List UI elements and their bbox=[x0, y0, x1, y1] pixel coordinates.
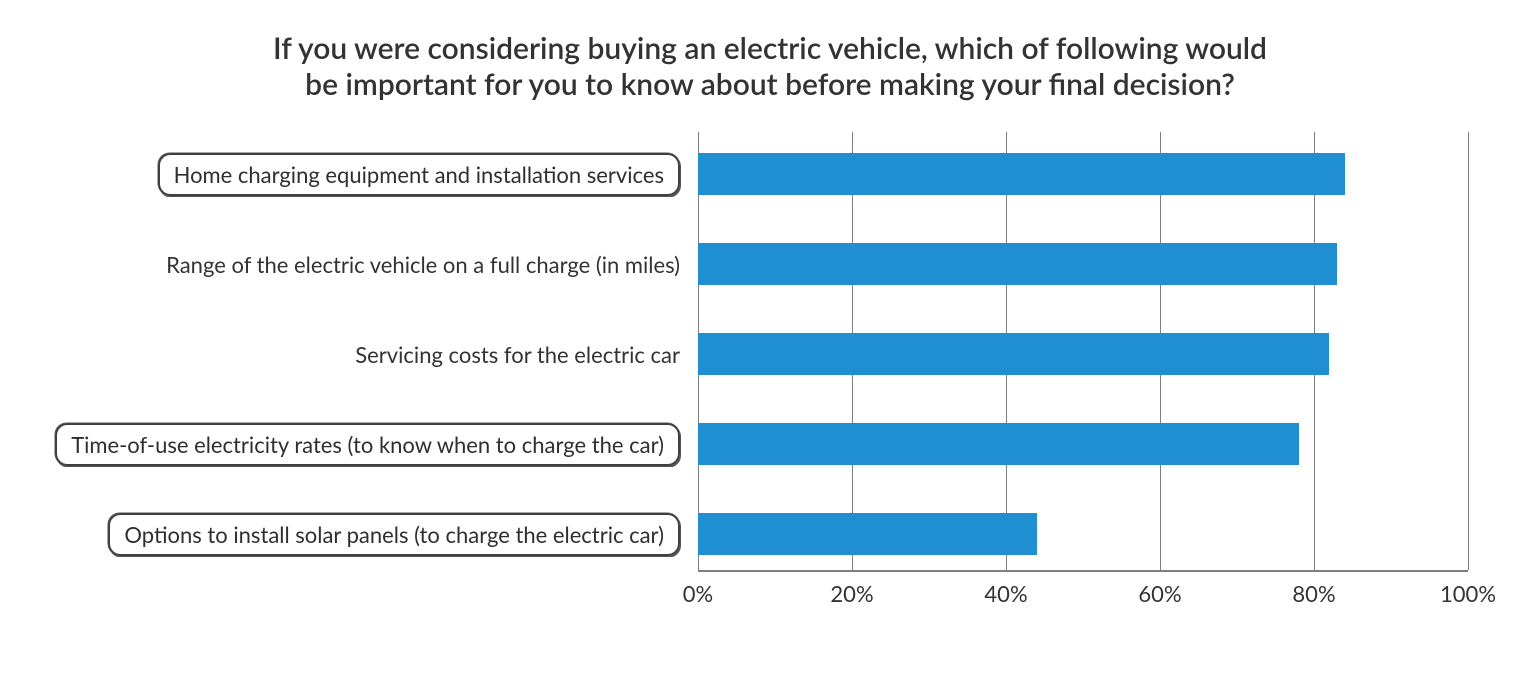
bar bbox=[698, 423, 1299, 465]
x-axis: 0%20%40%60%80%100% bbox=[698, 580, 1468, 610]
category-label: Time-of-use electricity rates (to know w… bbox=[71, 431, 664, 458]
bar bbox=[698, 513, 1037, 555]
category-label: Servicing costs for the electric car bbox=[355, 341, 680, 368]
y-axis-labels: Home charging equipment and installation… bbox=[50, 132, 688, 572]
x-tick-label: 60% bbox=[1138, 580, 1181, 607]
x-tick-label: 20% bbox=[830, 580, 873, 607]
category-label: Range of the electric vehicle on a full … bbox=[166, 251, 680, 278]
category-label-row: Range of the electric vehicle on a full … bbox=[166, 239, 680, 289]
chart-area: Home charging equipment and installation… bbox=[50, 132, 1490, 612]
chart-title: If you were considering buying an electr… bbox=[270, 30, 1270, 102]
bar bbox=[698, 153, 1345, 195]
bar bbox=[698, 333, 1329, 375]
category-label-row: Options to install solar panels (to char… bbox=[108, 509, 680, 559]
category-label: Home charging equipment and installation… bbox=[174, 161, 664, 188]
category-label: Options to install solar panels (to char… bbox=[124, 521, 664, 548]
bar bbox=[698, 243, 1337, 285]
category-label-row: Time-of-use electricity rates (to know w… bbox=[55, 419, 680, 469]
x-tick-label: 0% bbox=[683, 580, 713, 607]
category-label-row: Home charging equipment and installation… bbox=[158, 149, 680, 199]
category-label-box: Options to install solar panels (to char… bbox=[108, 513, 680, 556]
x-tick-label: 100% bbox=[1440, 580, 1496, 607]
gridline bbox=[1468, 132, 1469, 570]
x-tick-label: 40% bbox=[984, 580, 1027, 607]
category-label-box: Home charging equipment and installation… bbox=[158, 153, 680, 196]
x-tick-label: 80% bbox=[1292, 580, 1335, 607]
category-label-box: Time-of-use electricity rates (to know w… bbox=[55, 423, 680, 466]
category-label-row: Servicing costs for the electric car bbox=[355, 329, 680, 379]
chart-plot bbox=[698, 132, 1468, 572]
